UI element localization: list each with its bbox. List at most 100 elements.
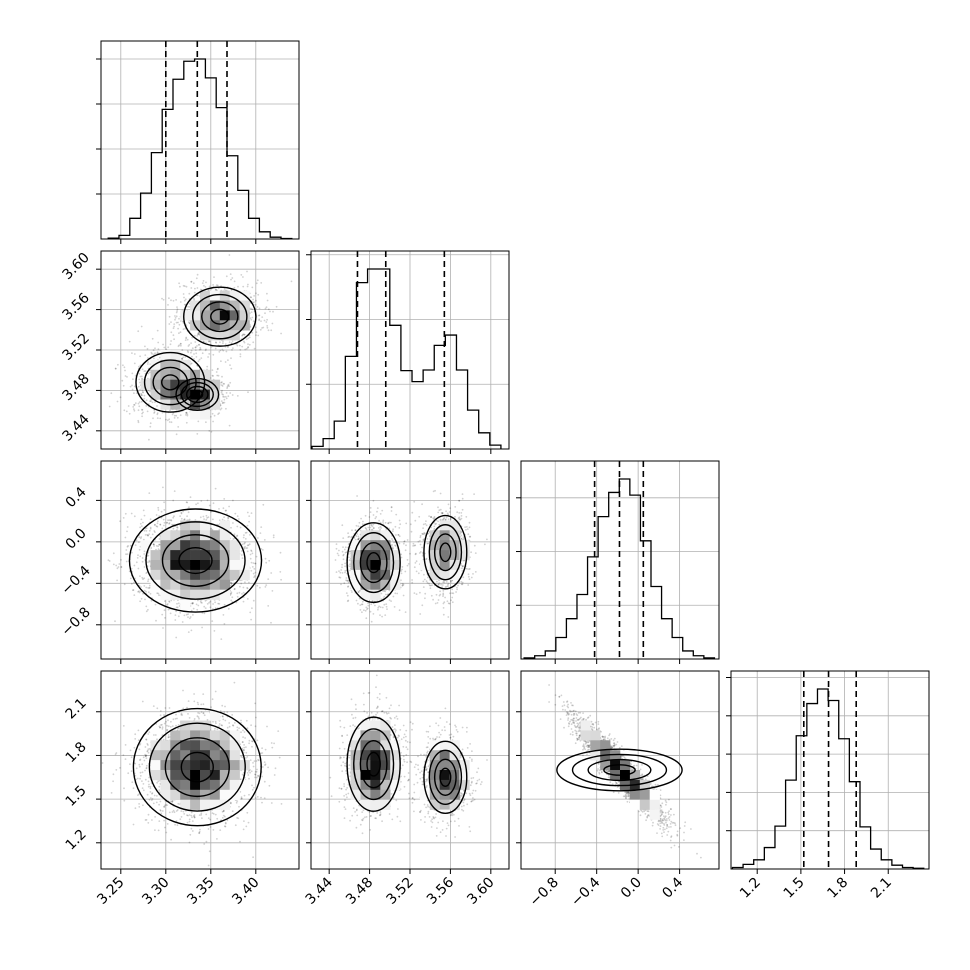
sample-point (228, 341, 231, 343)
sample-point (156, 525, 159, 528)
sample-point (157, 506, 160, 509)
sample-point (251, 316, 254, 319)
sample-point (243, 333, 246, 336)
sample-point (122, 517, 125, 519)
sample-point (185, 411, 188, 414)
sample-point (190, 280, 193, 283)
density-cell (190, 310, 201, 321)
contour-line (191, 389, 204, 400)
sample-point (172, 327, 175, 330)
sample-point (221, 385, 224, 387)
sample-point (148, 533, 151, 535)
sample-point (244, 538, 247, 540)
sample-point (160, 510, 163, 513)
sample-point (258, 314, 260, 317)
sample-point (225, 397, 228, 400)
sample-point (248, 581, 250, 584)
sample-point (171, 413, 174, 416)
density-cell (209, 290, 221, 301)
sample-point (236, 344, 239, 347)
sample-point (248, 343, 251, 346)
sample-point (178, 332, 180, 335)
sample-point (179, 342, 182, 345)
sample-point (196, 333, 199, 336)
sample-point (125, 553, 127, 556)
sample-point (204, 599, 207, 602)
sample-point (112, 563, 115, 566)
sample-point (187, 305, 190, 308)
sample-point (213, 414, 216, 417)
sample-point (159, 356, 161, 359)
sample-point (203, 605, 206, 608)
sample-point (133, 404, 135, 406)
sample-point (255, 555, 258, 558)
sample-point (120, 566, 123, 568)
sample-point (227, 359, 229, 361)
sample-point (152, 349, 155, 352)
sample-point (140, 325, 143, 328)
sample-point (120, 559, 122, 561)
sample-point (129, 544, 132, 547)
sample-point (198, 348, 201, 351)
sample-point (230, 599, 233, 602)
sample-point (205, 348, 207, 351)
sample-point (264, 557, 267, 560)
sample-point (167, 346, 170, 349)
sample-point (147, 580, 149, 583)
sample-point (156, 405, 158, 407)
density-cell (209, 300, 221, 311)
sample-point (199, 600, 202, 602)
sample-point (258, 307, 261, 310)
sample-point (230, 582, 232, 584)
sample-point (140, 518, 143, 521)
sample-point (262, 326, 265, 329)
sample-point (197, 599, 199, 602)
sample-point (187, 321, 190, 324)
sample-point (255, 299, 257, 302)
sample-point (172, 299, 175, 302)
sample-point (247, 391, 249, 394)
sample-point (239, 355, 242, 358)
sample-point (174, 318, 176, 321)
sample-point (240, 550, 243, 552)
sample-point (191, 355, 193, 358)
sample-point (143, 585, 146, 587)
sample-point (173, 323, 176, 325)
sample-point (141, 412, 144, 415)
sample-point (185, 421, 188, 424)
sample-point (185, 414, 187, 416)
sample-point (223, 396, 226, 398)
sample-point (190, 351, 192, 354)
sample-point (157, 509, 160, 511)
sample-point (246, 270, 248, 273)
sample-point (176, 526, 179, 529)
sample-point (150, 400, 153, 402)
sample-point (191, 602, 194, 605)
sample-point (240, 554, 243, 556)
sample-point (239, 353, 242, 355)
sample-point (232, 538, 235, 540)
sample-point (176, 526, 178, 529)
sample-point (178, 323, 181, 326)
sample-point (195, 352, 198, 355)
sample-point (134, 577, 136, 580)
sample-point (153, 530, 156, 532)
sample-point (207, 340, 210, 343)
sample-point (133, 362, 136, 365)
sample-point (170, 519, 172, 521)
sample-point (251, 566, 254, 568)
sample-point (144, 598, 146, 601)
sample-point (177, 602, 180, 605)
sample-point (251, 331, 254, 334)
sample-point (251, 552, 254, 555)
sample-point (144, 345, 146, 348)
sample-point (197, 420, 200, 423)
sample-point (259, 586, 261, 589)
sample-point (187, 616, 189, 618)
sample-point (178, 344, 181, 346)
sample-point (131, 372, 134, 375)
sample-point (170, 599, 173, 602)
sample-point (156, 352, 159, 355)
sample-point (182, 320, 184, 323)
sample-point (161, 297, 163, 300)
